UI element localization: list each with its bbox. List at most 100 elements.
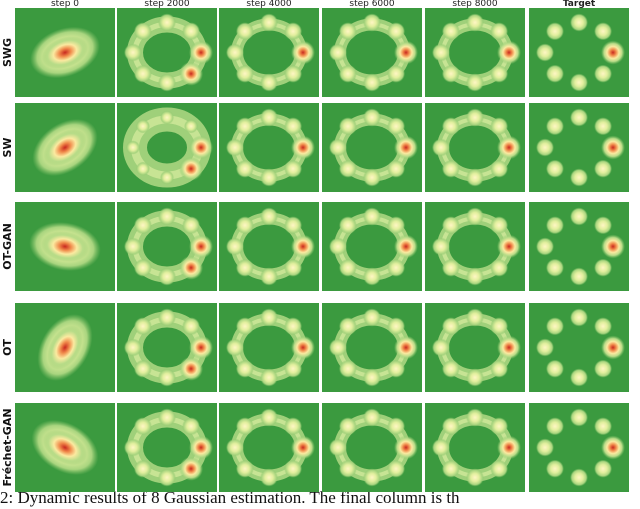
mode-spot (158, 207, 176, 226)
mode-spot (226, 237, 244, 256)
mode-spot (570, 207, 588, 226)
mode-spot (260, 168, 278, 187)
mode-spot (189, 135, 213, 160)
mode-spot (158, 73, 176, 92)
mode-spot (441, 117, 460, 136)
mode-spot (226, 338, 244, 357)
mode-spot (594, 359, 613, 378)
row-label: SWG (1, 38, 14, 67)
density-panel (322, 103, 422, 192)
density-panel (15, 8, 115, 97)
mode-spot (133, 459, 152, 478)
column-header: step 8000 (452, 0, 498, 9)
mode-spot (284, 22, 303, 41)
mode-spot (497, 234, 521, 259)
mode-spot (570, 308, 588, 327)
mode-spot (329, 237, 347, 256)
mode-spot (363, 308, 381, 327)
mode-spot (235, 117, 254, 136)
mode-spot (291, 435, 315, 460)
mode-spot (490, 359, 509, 378)
mode-spot (387, 64, 406, 83)
mode-spot (284, 159, 303, 178)
mode-spot (363, 168, 381, 187)
mode-spot (570, 73, 588, 92)
mode-spot (235, 317, 254, 336)
mode-spot (432, 43, 450, 62)
mode-spot (497, 40, 521, 65)
density-panel (117, 8, 217, 97)
mode-spot (124, 43, 142, 62)
mode-spot (363, 267, 381, 286)
mode-spot (394, 135, 418, 160)
mode-spot (179, 456, 204, 481)
mode-spot (260, 468, 278, 487)
mode-spot (260, 267, 278, 286)
mode-spot (594, 417, 613, 436)
mode-spot (179, 356, 204, 381)
mode-spot (235, 258, 254, 277)
mode-spot (490, 258, 509, 277)
blob (42, 429, 88, 466)
mode-spot (441, 159, 460, 178)
mode-spot (394, 435, 418, 460)
mode-spot (338, 117, 357, 136)
mode-spot (133, 317, 152, 336)
density-panel (117, 403, 217, 492)
density-panel (117, 202, 217, 291)
mode-spot (601, 135, 625, 160)
mode-spot (291, 335, 315, 360)
mode-spot (260, 207, 278, 226)
mode-spot (536, 438, 554, 457)
mode-spot (432, 138, 450, 157)
mode-spot (158, 308, 176, 327)
mode-spot (126, 140, 140, 155)
mode-spot (497, 135, 521, 160)
mode-spot (291, 40, 315, 65)
mode-spot (135, 161, 150, 176)
mode-spot (260, 13, 278, 32)
mode-spot (338, 64, 357, 83)
mode-spot (545, 258, 564, 277)
mode-spot (338, 359, 357, 378)
mode-spot (260, 368, 278, 387)
density-panel (425, 202, 525, 291)
mode-spot (441, 216, 460, 235)
mode-spot (329, 338, 347, 357)
mode-spot (387, 317, 406, 336)
mode-spot (182, 216, 201, 235)
mode-spot (133, 258, 152, 277)
mode-spot (284, 117, 303, 136)
mode-spot (387, 258, 406, 277)
mode-spot (158, 408, 176, 427)
row-label: Fréchet-GAN (1, 408, 14, 486)
mode-spot (545, 22, 564, 41)
mode-spot (490, 216, 509, 235)
mode-spot (182, 22, 201, 41)
mode-spot (363, 108, 381, 127)
mode-spot (363, 368, 381, 387)
mode-spot (329, 438, 347, 457)
mode-spot (179, 61, 204, 86)
mode-spot (536, 237, 554, 256)
mode-spot (260, 308, 278, 327)
density-panel (15, 403, 115, 492)
column-header: step 0 (51, 0, 79, 9)
mode-spot (363, 408, 381, 427)
mode-spot (133, 417, 152, 436)
mode-spot (570, 468, 588, 487)
mode-spot (158, 267, 176, 286)
mode-spot (284, 258, 303, 277)
column-header: step 2000 (144, 0, 190, 9)
row-label: OT (1, 339, 14, 356)
mode-spot (291, 135, 315, 160)
density-panel (322, 403, 422, 492)
mode-spot (490, 417, 509, 436)
mode-spot (235, 64, 254, 83)
mode-spot (570, 168, 588, 187)
mode-spot (466, 308, 484, 327)
mode-spot (235, 359, 254, 378)
mode-spot (158, 468, 176, 487)
mode-spot (387, 117, 406, 136)
